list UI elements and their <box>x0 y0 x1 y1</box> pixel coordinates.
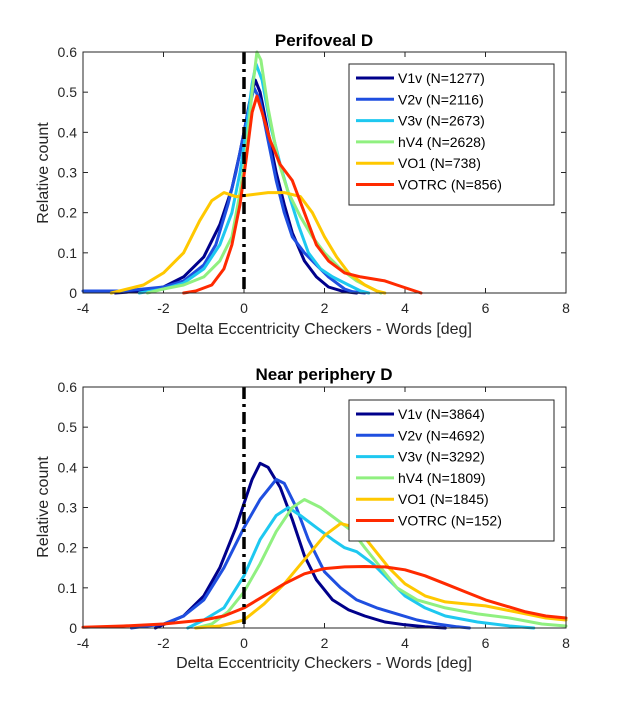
legend-entry: VOTRC (N=856) <box>398 177 502 193</box>
y-axis-label: Relative count <box>35 456 52 558</box>
y-tick-label: 0.5 <box>58 84 78 100</box>
x-tick-label: -4 <box>77 300 90 316</box>
x-tick-label: 8 <box>562 635 570 651</box>
y-tick-label: 0 <box>69 620 77 636</box>
x-axis-label: Delta Eccentricity Checkers - Words [deg… <box>176 655 472 672</box>
x-tick-label: 2 <box>321 300 329 316</box>
legend-entry: V2v (N=2116) <box>398 91 484 107</box>
x-tick-label: 6 <box>482 300 490 316</box>
series-line-v3v <box>137 62 371 295</box>
legend: V1v (N=3864) V2v (N=4692) V3v (N=3292) hV4 … <box>348 399 555 542</box>
chart-title: Near periphery D <box>256 365 393 384</box>
y-tick-label: 0.1 <box>58 580 78 596</box>
plot-frame <box>82 386 567 629</box>
legend-entry: hV4 (N=2628) <box>398 134 486 150</box>
chart-title: Perifoveal D <box>275 31 373 50</box>
y-tick-label: 0.4 <box>58 459 78 475</box>
tick-layer: -4 -2 0 2 4 6 8 0 0.1 0.2 0.3 0.4 0.5 0.6 <box>58 44 571 316</box>
legend-entry: V3v (N=2673) <box>398 113 485 129</box>
series-line-v2v <box>129 477 471 630</box>
y-tick-label: 0.4 <box>58 124 78 140</box>
chart-perifoveal: Perifoveal D Relative count Delta Eccent… <box>35 31 570 338</box>
legend-entry: V1v (N=1277) <box>398 70 485 86</box>
y-tick-label: 0.6 <box>58 379 78 395</box>
x-axis-label: Delta Eccentricity Checkers - Words [deg… <box>176 321 472 338</box>
chart-near-periphery: Near periphery D Relative count Delta Ec… <box>35 365 570 672</box>
legend-box <box>348 63 555 206</box>
x-tick-label: 0 <box>240 300 248 316</box>
legend-entry: VO1 (N=738) <box>398 155 481 171</box>
y-tick-label: 0.2 <box>58 205 78 221</box>
series-line-votrc <box>182 94 423 295</box>
series-line-v3v <box>186 506 536 630</box>
y-tick-label: 0.5 <box>58 419 78 435</box>
series-line-votrc <box>81 565 568 629</box>
x-tick-label: -2 <box>157 300 170 316</box>
legend-entry: VOTRC (N=152) <box>398 513 502 529</box>
legend-box <box>348 399 555 542</box>
legend-entry: V2v (N=4692) <box>398 427 485 443</box>
y-tick-label: 0.3 <box>58 500 78 516</box>
x-tick-label: -2 <box>157 635 170 651</box>
y-tick-label: 0 <box>69 285 77 301</box>
tick-layer: -4 -2 0 2 4 6 8 0 0.1 0.2 0.3 0.4 0.5 0.6 <box>58 379 571 651</box>
legend-entry: V3v (N=3292) <box>398 449 485 465</box>
x-tick-label: 2 <box>321 635 329 651</box>
legend-entry: V1v (N=3864) <box>398 406 485 422</box>
series-line-v1v <box>153 461 447 630</box>
series-line-hv4 <box>145 50 383 295</box>
y-tick-label: 0.1 <box>58 245 78 261</box>
y-axis-label: Relative count <box>35 122 52 224</box>
series-layer <box>81 50 423 295</box>
series-layer <box>81 461 568 630</box>
series-line-v1v <box>113 78 359 295</box>
series-line-vo1 <box>109 191 387 295</box>
x-tick-label: 0 <box>240 635 248 651</box>
y-tick-label: 0.2 <box>58 540 78 556</box>
series-line-v2v <box>81 86 367 295</box>
x-tick-label: -4 <box>77 635 90 651</box>
x-tick-label: 6 <box>482 635 490 651</box>
y-tick-label: 0.3 <box>58 165 78 181</box>
legend-entry: VO1 (N=1845) <box>398 491 489 507</box>
legend-entry: hV4 (N=1809) <box>398 470 486 486</box>
y-tick-label: 0.6 <box>58 44 78 60</box>
plot-frame <box>82 51 567 294</box>
x-tick-label: 4 <box>401 635 409 651</box>
legend: V1v (N=1277) V2v (N=2116) V3v (N=2673) hV4 … <box>348 63 555 206</box>
series-line-vo1 <box>194 522 568 630</box>
x-tick-label: 4 <box>401 300 409 316</box>
x-tick-label: 8 <box>562 300 570 316</box>
